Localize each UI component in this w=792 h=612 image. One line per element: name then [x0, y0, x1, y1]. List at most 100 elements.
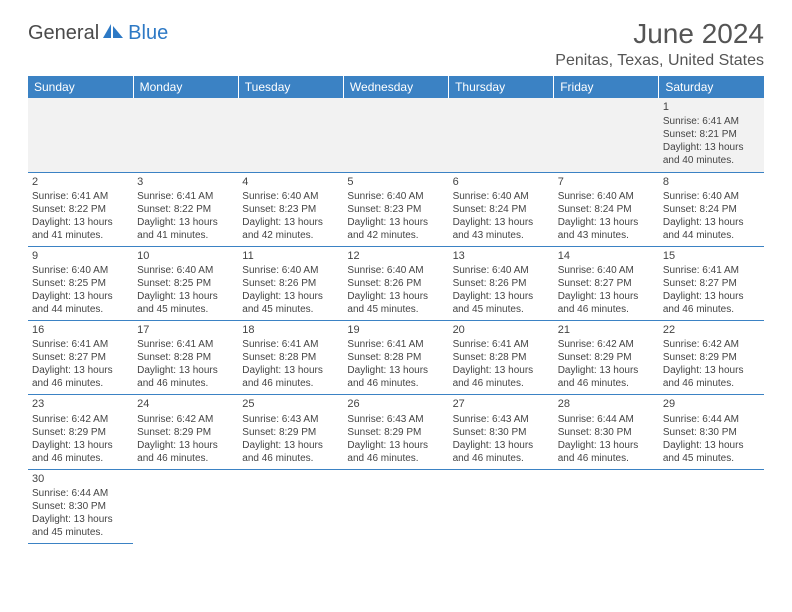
- daylight-line-2: and 41 minutes.: [32, 229, 129, 242]
- calendar-row: 1Sunrise: 6:41 AMSunset: 8:21 PMDaylight…: [28, 98, 764, 172]
- sunset-line: Sunset: 8:23 PM: [347, 203, 444, 216]
- day-number: 24: [137, 397, 234, 411]
- calendar-cell: 1Sunrise: 6:41 AMSunset: 8:21 PMDaylight…: [659, 98, 764, 172]
- sunset-line: Sunset: 8:27 PM: [558, 277, 655, 290]
- calendar-cell: [133, 98, 238, 172]
- calendar-cell: [28, 98, 133, 172]
- daylight-line-2: and 45 minutes.: [663, 452, 760, 465]
- calendar-cell: 7Sunrise: 6:40 AMSunset: 8:24 PMDaylight…: [554, 172, 659, 246]
- daylight-line-1: Daylight: 13 hours: [347, 439, 444, 452]
- weekday-header: Wednesday: [343, 76, 448, 98]
- day-number: 13: [453, 249, 550, 263]
- daylight-line-2: and 44 minutes.: [663, 229, 760, 242]
- calendar-cell: 28Sunrise: 6:44 AMSunset: 8:30 PMDayligh…: [554, 395, 659, 469]
- calendar-cell: 12Sunrise: 6:40 AMSunset: 8:26 PMDayligh…: [343, 246, 448, 320]
- day-number: 25: [242, 397, 339, 411]
- sunset-line: Sunset: 8:27 PM: [663, 277, 760, 290]
- daylight-line-1: Daylight: 13 hours: [558, 216, 655, 229]
- sunrise-line: Sunrise: 6:42 AM: [558, 338, 655, 351]
- day-number: 30: [32, 472, 129, 486]
- weekday-header: Sunday: [28, 76, 133, 98]
- daylight-line-2: and 46 minutes.: [558, 303, 655, 316]
- sunset-line: Sunset: 8:30 PM: [663, 426, 760, 439]
- logo-text-blue: Blue: [128, 22, 168, 45]
- day-number: 1: [663, 100, 760, 114]
- daylight-line-1: Daylight: 13 hours: [558, 364, 655, 377]
- day-number: 9: [32, 249, 129, 263]
- calendar-cell: 5Sunrise: 6:40 AMSunset: 8:23 PMDaylight…: [343, 172, 448, 246]
- sunrise-line: Sunrise: 6:40 AM: [453, 190, 550, 203]
- daylight-line-2: and 46 minutes.: [663, 303, 760, 316]
- day-number: 20: [453, 323, 550, 337]
- day-number: 7: [558, 175, 655, 189]
- sunset-line: Sunset: 8:29 PM: [32, 426, 129, 439]
- month-title: June 2024: [555, 18, 764, 50]
- sunset-line: Sunset: 8:28 PM: [242, 351, 339, 364]
- sunrise-line: Sunrise: 6:40 AM: [453, 264, 550, 277]
- daylight-line-1: Daylight: 13 hours: [663, 216, 760, 229]
- sunset-line: Sunset: 8:21 PM: [663, 128, 760, 141]
- daylight-line-1: Daylight: 13 hours: [242, 439, 339, 452]
- daylight-line-1: Daylight: 13 hours: [663, 290, 760, 303]
- sunset-line: Sunset: 8:28 PM: [347, 351, 444, 364]
- calendar-cell: [238, 98, 343, 172]
- daylight-line-1: Daylight: 13 hours: [558, 439, 655, 452]
- calendar-cell: 27Sunrise: 6:43 AMSunset: 8:30 PMDayligh…: [449, 395, 554, 469]
- calendar-page: General Blue June 2024 Penitas, Texas, U…: [0, 0, 792, 554]
- daylight-line-2: and 46 minutes.: [137, 377, 234, 390]
- logo-text-general: General: [28, 22, 99, 45]
- sunset-line: Sunset: 8:24 PM: [663, 203, 760, 216]
- sunset-line: Sunset: 8:29 PM: [137, 426, 234, 439]
- daylight-line-2: and 46 minutes.: [347, 377, 444, 390]
- daylight-line-2: and 45 minutes.: [242, 303, 339, 316]
- calendar-cell: [554, 469, 659, 543]
- header: General Blue June 2024 Penitas, Texas, U…: [28, 18, 764, 70]
- calendar-cell: 29Sunrise: 6:44 AMSunset: 8:30 PMDayligh…: [659, 395, 764, 469]
- sunset-line: Sunset: 8:29 PM: [242, 426, 339, 439]
- sunset-line: Sunset: 8:30 PM: [32, 500, 129, 513]
- calendar-row: 23Sunrise: 6:42 AMSunset: 8:29 PMDayligh…: [28, 395, 764, 469]
- daylight-line-2: and 45 minutes.: [137, 303, 234, 316]
- sunset-line: Sunset: 8:22 PM: [137, 203, 234, 216]
- day-number: 26: [347, 397, 444, 411]
- sunrise-line: Sunrise: 6:40 AM: [32, 264, 129, 277]
- sunset-line: Sunset: 8:30 PM: [558, 426, 655, 439]
- sunset-line: Sunset: 8:26 PM: [347, 277, 444, 290]
- calendar-cell: 17Sunrise: 6:41 AMSunset: 8:28 PMDayligh…: [133, 321, 238, 395]
- sunrise-line: Sunrise: 6:40 AM: [242, 190, 339, 203]
- daylight-line-1: Daylight: 13 hours: [663, 141, 760, 154]
- day-number: 16: [32, 323, 129, 337]
- sunrise-line: Sunrise: 6:41 AM: [453, 338, 550, 351]
- day-number: 12: [347, 249, 444, 263]
- calendar-cell: [238, 469, 343, 543]
- sunrise-line: Sunrise: 6:41 AM: [32, 338, 129, 351]
- daylight-line-1: Daylight: 13 hours: [242, 364, 339, 377]
- calendar-cell: 19Sunrise: 6:41 AMSunset: 8:28 PMDayligh…: [343, 321, 448, 395]
- calendar-cell: [449, 469, 554, 543]
- day-number: 5: [347, 175, 444, 189]
- sunset-line: Sunset: 8:25 PM: [32, 277, 129, 290]
- calendar-cell: [343, 98, 448, 172]
- daylight-line-1: Daylight: 13 hours: [32, 216, 129, 229]
- daylight-line-2: and 40 minutes.: [663, 154, 760, 167]
- calendar-cell: 25Sunrise: 6:43 AMSunset: 8:29 PMDayligh…: [238, 395, 343, 469]
- daylight-line-2: and 46 minutes.: [32, 377, 129, 390]
- day-number: 4: [242, 175, 339, 189]
- sunset-line: Sunset: 8:29 PM: [347, 426, 444, 439]
- calendar-cell: 23Sunrise: 6:42 AMSunset: 8:29 PMDayligh…: [28, 395, 133, 469]
- daylight-line-1: Daylight: 13 hours: [558, 290, 655, 303]
- sunset-line: Sunset: 8:26 PM: [242, 277, 339, 290]
- daylight-line-2: and 43 minutes.: [453, 229, 550, 242]
- day-number: 2: [32, 175, 129, 189]
- daylight-line-1: Daylight: 13 hours: [242, 290, 339, 303]
- weekday-header: Tuesday: [238, 76, 343, 98]
- calendar-table: SundayMondayTuesdayWednesdayThursdayFrid…: [28, 76, 764, 544]
- sunrise-line: Sunrise: 6:40 AM: [558, 190, 655, 203]
- day-number: 29: [663, 397, 760, 411]
- daylight-line-2: and 46 minutes.: [242, 452, 339, 465]
- sunrise-line: Sunrise: 6:42 AM: [32, 413, 129, 426]
- calendar-cell: [659, 469, 764, 543]
- weekday-header: Friday: [554, 76, 659, 98]
- day-number: 14: [558, 249, 655, 263]
- daylight-line-2: and 42 minutes.: [242, 229, 339, 242]
